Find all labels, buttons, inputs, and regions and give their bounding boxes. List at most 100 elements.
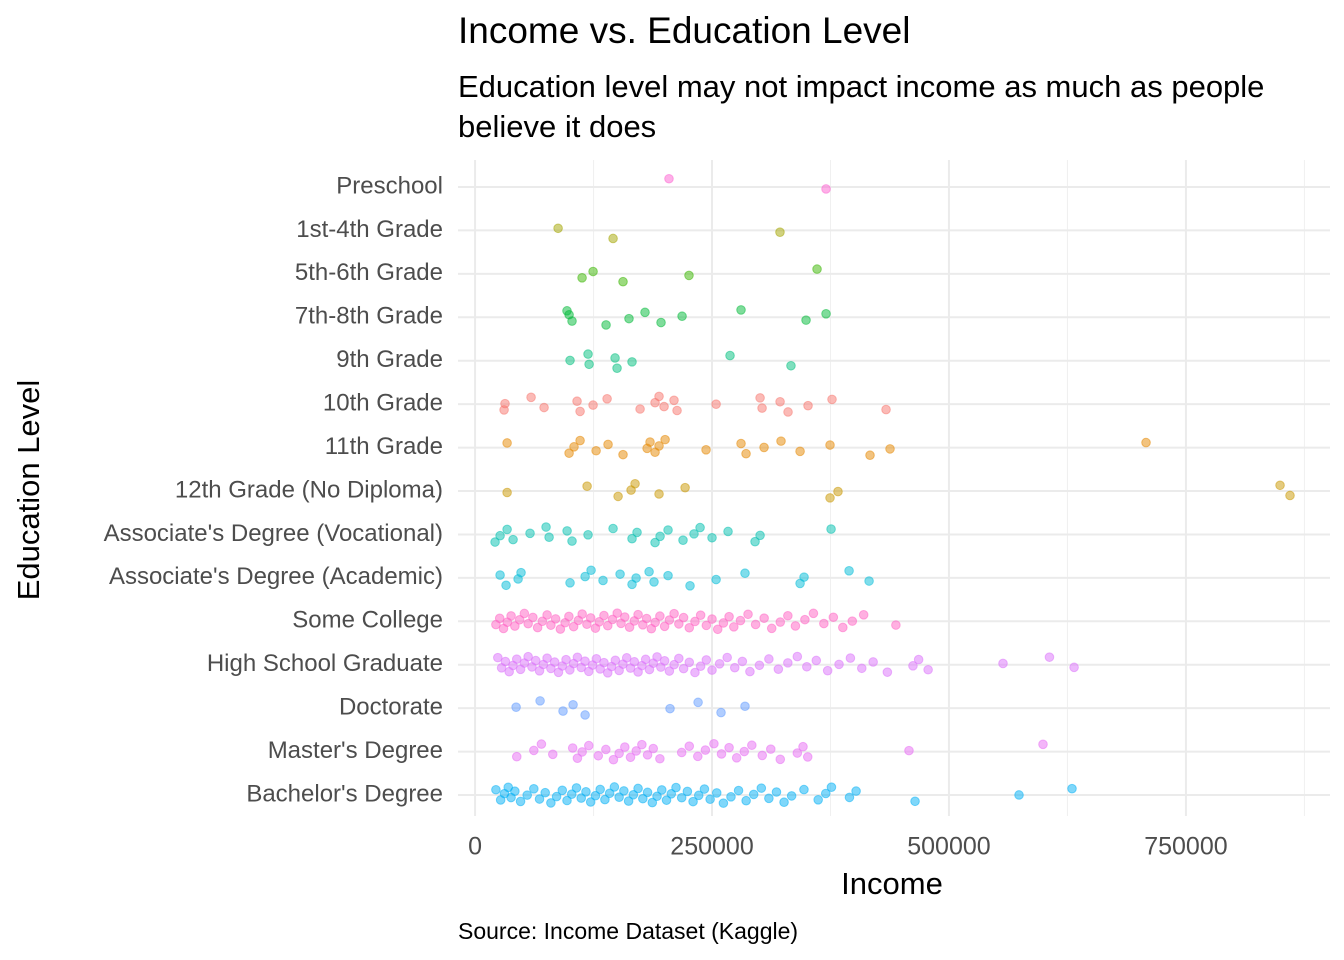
point [737,656,748,667]
point [583,530,593,540]
point [757,750,768,761]
point [723,526,733,537]
point [609,782,620,792]
point [864,576,874,586]
point [577,609,587,619]
point [724,611,734,622]
point [661,795,672,805]
point [530,655,541,666]
point [844,792,855,803]
point [615,569,625,579]
point [910,796,920,807]
point [655,611,665,621]
point [572,753,583,763]
point [655,531,665,542]
point [1285,490,1295,501]
point [495,570,505,580]
point [743,609,753,620]
point [577,273,587,283]
point [608,754,619,765]
point [491,784,501,795]
point [676,747,687,758]
point [733,785,744,796]
point [825,493,835,503]
point [515,796,526,807]
point [594,617,605,627]
point [608,523,618,534]
point [584,359,594,370]
point [729,622,739,632]
point [637,739,647,750]
point [701,445,711,455]
point [913,654,924,665]
point [741,448,751,459]
point [773,664,784,674]
point [822,665,833,676]
point [591,445,601,456]
point [627,533,637,544]
point [529,745,539,756]
point [665,703,675,714]
point [801,315,811,325]
point [567,743,578,753]
point [695,661,706,672]
point [827,394,837,405]
point [595,784,605,795]
point [585,613,596,623]
point [757,403,767,413]
point [542,653,552,664]
point [631,573,641,583]
point [553,223,563,234]
point [599,610,609,621]
point [493,652,503,663]
point [707,665,717,675]
point [712,624,723,635]
point [821,184,831,194]
point [826,524,836,534]
point [614,748,624,759]
point [502,524,512,535]
y-tick-label: Bachelor's Degree [246,780,443,807]
point [502,487,512,498]
point [547,749,558,760]
point [690,667,700,678]
point [501,580,511,591]
point [689,529,699,539]
point [523,618,533,629]
point [604,788,615,799]
point [1044,652,1055,662]
point [711,788,722,798]
point [786,791,797,801]
point [775,754,786,765]
point [624,622,635,633]
x-axis-title: Income [841,866,943,901]
point [614,792,624,802]
point [612,608,623,618]
point [585,797,596,807]
point [724,742,734,753]
point [741,795,751,806]
point [644,566,654,577]
point [803,400,813,411]
point [783,610,793,621]
x-tick-label: 500000 [907,833,990,861]
point [678,663,689,674]
point [561,654,571,665]
point [544,532,554,543]
point [627,357,637,367]
point [799,572,809,582]
point [798,741,808,752]
point [1067,783,1077,794]
point [672,405,682,416]
point [775,227,785,237]
point [569,442,579,452]
point [858,610,869,620]
point [502,438,512,448]
point [847,616,858,626]
point [549,657,560,667]
point [495,530,505,541]
point [557,785,568,796]
point [821,309,831,319]
point [759,442,769,453]
point [718,618,729,628]
